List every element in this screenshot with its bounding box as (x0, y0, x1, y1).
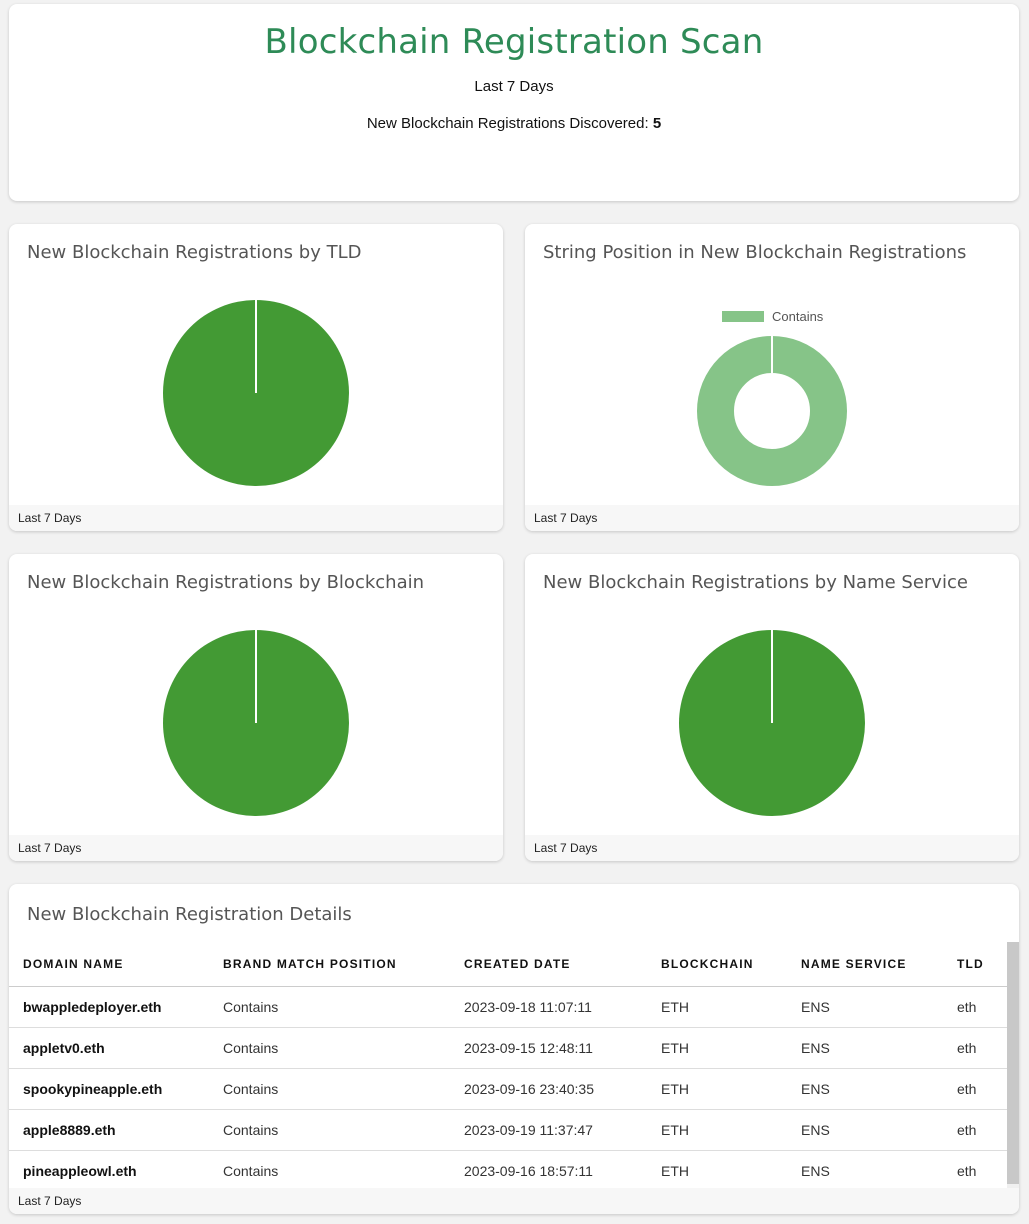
count-value: 5 (652, 115, 662, 132)
table-cell: spookypineapple.eth (9, 1068, 209, 1110)
table-cell: 2023-09-15 12:48:11 (450, 1027, 647, 1069)
blockchain-pie-chart (163, 630, 349, 816)
table-cell: eth (943, 1109, 1007, 1151)
table-cell: Contains (209, 1109, 450, 1151)
table-cell: ETH (647, 1027, 787, 1069)
details-table-card: New Blockchain Registration Details DOMA… (9, 884, 1019, 1214)
details-table: DOMAIN NAME BRAND MATCH POSITION CREATED D… (9, 942, 1007, 1188)
table-row[interactable]: bwappledeployer.eth Contains 2023-09-18 11… (9, 986, 1007, 1028)
table-cell: ETH (647, 1109, 787, 1151)
table-cell: ETH (647, 986, 787, 1028)
summary-card: Blockchain Registration Scan Last 7 Days… (9, 4, 1019, 201)
chart-title: New Blockchain Registrations by Blockcha… (27, 572, 425, 593)
table-cell: 2023-09-16 23:40:35 (450, 1068, 647, 1110)
table-cell: ENS (787, 1027, 943, 1069)
table-cell: Contains (209, 1150, 450, 1188)
table-cell: pineappleowl.eth (9, 1150, 209, 1188)
table-cell: Contains (209, 1027, 450, 1069)
registration-count: New Blockchain Registrations Discovered:… (9, 115, 1019, 132)
doughnut-slice-contains[interactable] (697, 336, 847, 486)
chart-footer: Last 7 Days (525, 835, 1019, 861)
table-cell: apple8889.eth (9, 1109, 209, 1151)
table-cell: 2023-09-19 11:37:47 (450, 1109, 647, 1151)
table-row[interactable]: appletv0.eth Contains 2023-09-15 12:48:11 E… (9, 1027, 1007, 1069)
column-header[interactable]: TLD (943, 942, 1007, 987)
table-row[interactable]: pineappleowl.eth Contains 2023-09-16 18:57… (9, 1150, 1007, 1188)
vertical-scrollbar[interactable] (1007, 942, 1019, 1188)
tld-chart-card: New Blockchain Registrations by TLD Last… (9, 224, 503, 531)
table-title: New Blockchain Registration Details (27, 904, 352, 925)
table-cell: Contains (209, 986, 450, 1028)
table-cell: ENS (787, 986, 943, 1028)
table-cell: ENS (787, 1109, 943, 1151)
count-label: New Blockchain Registrations Discovered: (366, 115, 649, 132)
table-footer: Last 7 Days (9, 1188, 1019, 1214)
column-header[interactable]: BLOCKCHAIN (647, 942, 787, 987)
table-cell: 2023-09-16 18:57:11 (450, 1150, 647, 1188)
period-label: Last 7 Days (474, 78, 554, 95)
name-service-chart-card: New Blockchain Registrations by Name Ser… (525, 554, 1019, 861)
table-scroll-area[interactable]: DOMAIN NAME BRAND MATCH POSITION CREATED D… (9, 942, 1007, 1188)
position-doughnut-chart: Contains (697, 309, 847, 486)
scrollbar-thumb[interactable] (1007, 942, 1019, 1184)
column-header[interactable]: CREATED DATE (450, 942, 647, 987)
pie-slice-blockchain[interactable] (163, 630, 349, 816)
table-cell: eth (943, 1150, 1007, 1188)
table-cell: ETH (647, 1068, 787, 1110)
table-header-row: DOMAIN NAME BRAND MATCH POSITION CREATED D… (9, 942, 1007, 987)
chart-footer: Last 7 Days (9, 505, 503, 531)
table-cell: ETH (647, 1150, 787, 1188)
chart-footer: Last 7 Days (9, 835, 503, 861)
chart-title: New Blockchain Registrations by TLD (27, 242, 362, 263)
chart-footer: Last 7 Days (525, 505, 1019, 531)
table-cell: ENS (787, 1068, 943, 1110)
blockchain-chart-card: New Blockchain Registrations by Blockcha… (9, 554, 503, 861)
table-row[interactable]: apple8889.eth Contains 2023-09-19 11:37:47… (9, 1109, 1007, 1151)
legend-label[interactable]: Contains (772, 309, 824, 324)
page-title: Blockchain Registration Scan (264, 22, 764, 62)
column-header[interactable]: BRAND MATCH POSITION (209, 942, 450, 987)
table-cell: eth (943, 1027, 1007, 1069)
tld-pie-chart (163, 300, 349, 486)
position-chart-card: String Position in New Blockchain Regist… (525, 224, 1019, 531)
pie-slice-name-service[interactable] (679, 630, 865, 816)
table-cell: bwappledeployer.eth (9, 986, 209, 1028)
pie-slice-tld[interactable] (163, 300, 349, 486)
table-cell: 2023-09-18 11:07:11 (450, 986, 647, 1028)
table-cell: appletv0.eth (9, 1027, 209, 1069)
chart-title: String Position in New Blockchain Regist… (543, 242, 967, 263)
name-service-pie-chart (679, 630, 865, 816)
legend-swatch[interactable] (722, 311, 764, 322)
table-cell: eth (943, 1068, 1007, 1110)
table-cell: Contains (209, 1068, 450, 1110)
column-header[interactable]: DOMAIN NAME (9, 942, 209, 987)
table-cell: eth (943, 986, 1007, 1028)
column-header[interactable]: NAME SERVICE (787, 942, 943, 987)
table-cell: ENS (787, 1150, 943, 1188)
table-row[interactable]: spookypineapple.eth Contains 2023-09-16 23… (9, 1068, 1007, 1110)
chart-title: New Blockchain Registrations by Name Ser… (543, 572, 968, 593)
